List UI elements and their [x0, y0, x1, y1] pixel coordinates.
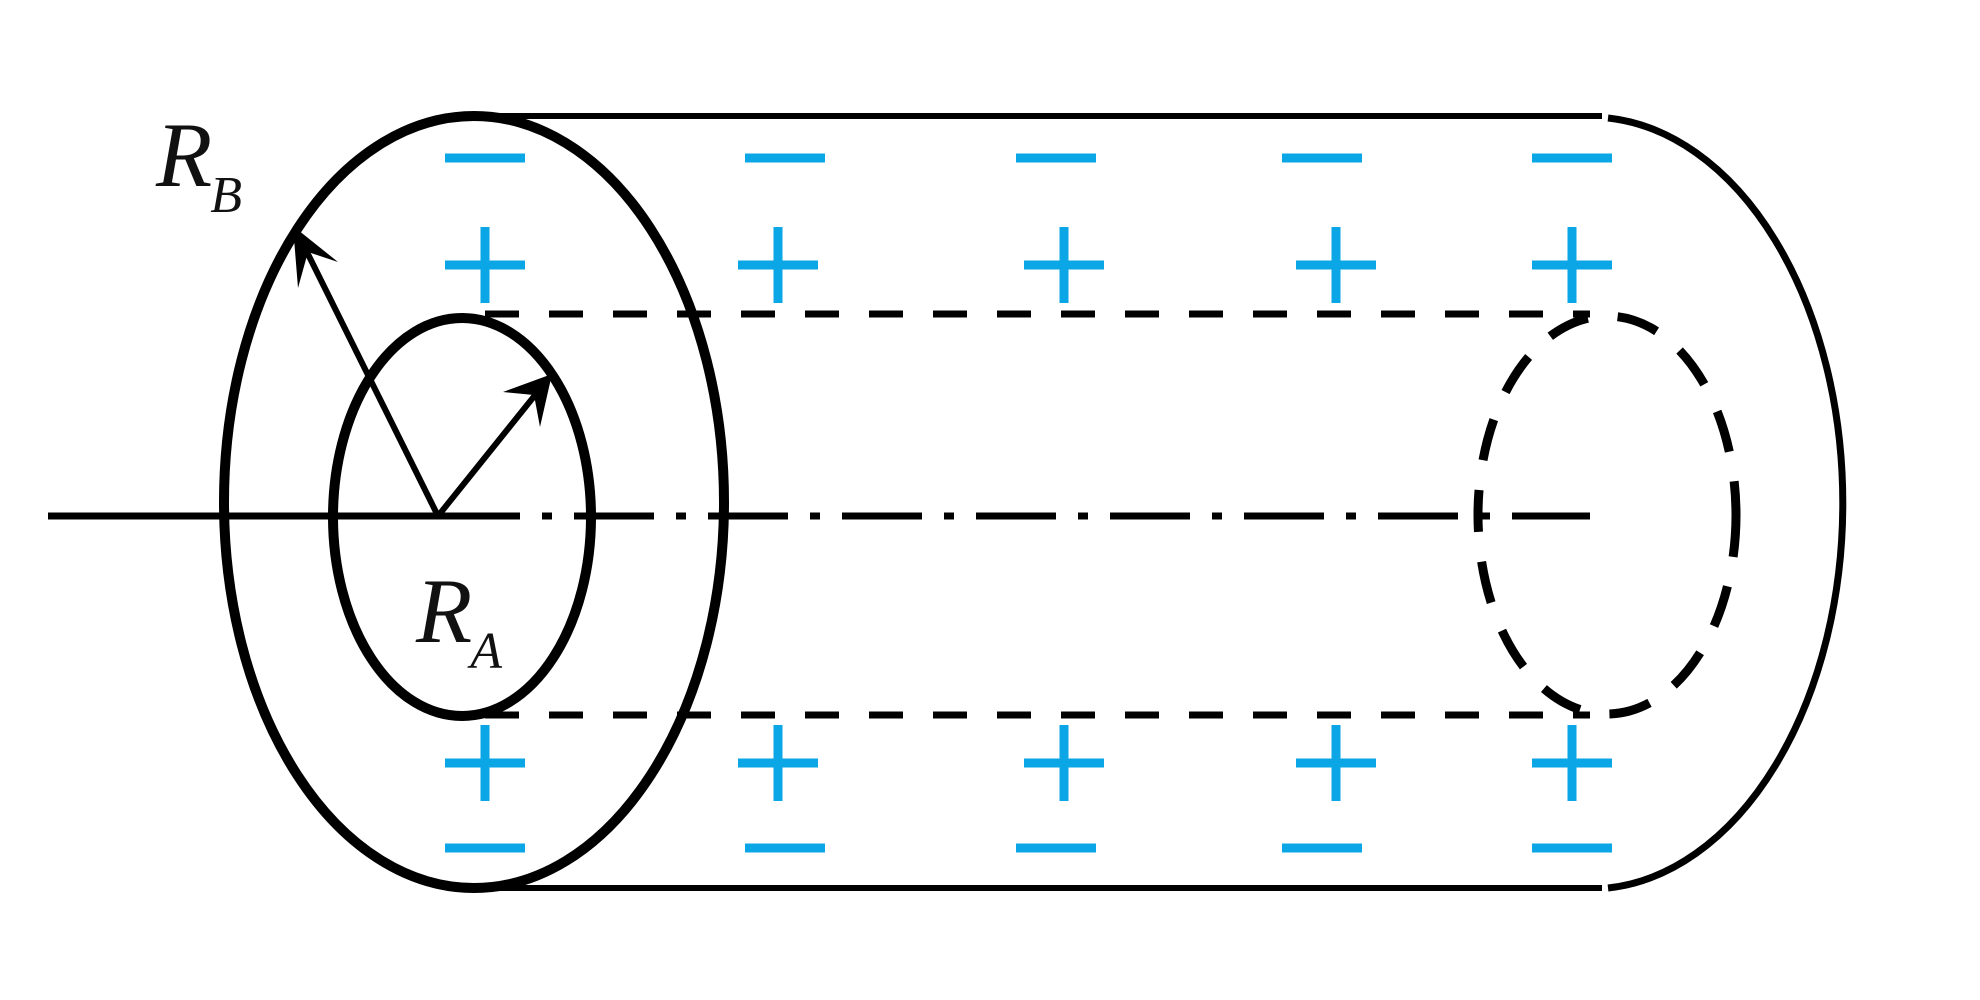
inner-surface-charge-bottom-1-plus-sign: [445, 725, 525, 801]
outer-radius-label-sub: B: [210, 167, 242, 224]
inner-radius-label-sub: A: [467, 623, 502, 680]
radius-arrow-inner: [435, 374, 552, 518]
inner-surface-charge-top-4-plus-sign: [1296, 227, 1376, 303]
inner-radius-label: RA: [415, 560, 502, 680]
outer-cylinder-back-edge: [1607, 114, 1847, 892]
inner-cylinder-back-edge: [1473, 311, 1741, 719]
inner-surface-charge-top-5-plus-sign: [1532, 227, 1612, 303]
inner-cylinder-front-face: [328, 313, 596, 721]
outer-cylinder-front-face: [219, 111, 729, 893]
inner-radius-label-main: R: [415, 560, 472, 662]
inner-surface-charge-top-3-plus-sign: [1024, 227, 1104, 303]
inner-surface-charge-top-2-plus-sign: [738, 227, 818, 303]
outer-radius-label: RB: [155, 104, 242, 224]
inner-surface-charge-bottom-3-plus-sign: [1024, 725, 1104, 801]
outer-radius-label-main: R: [155, 104, 212, 206]
charge-signs: [445, 153, 1612, 853]
inner-surface-charge-bottom-4-plus-sign: [1296, 725, 1376, 801]
inner-surface-charge-top-1-plus-sign: [445, 227, 525, 303]
radius-arrow-outer: [293, 226, 441, 518]
inner-surface-charge-bottom-2-plus-sign: [738, 725, 818, 801]
inner-surface-charge-bottom-5-plus-sign: [1532, 725, 1612, 801]
